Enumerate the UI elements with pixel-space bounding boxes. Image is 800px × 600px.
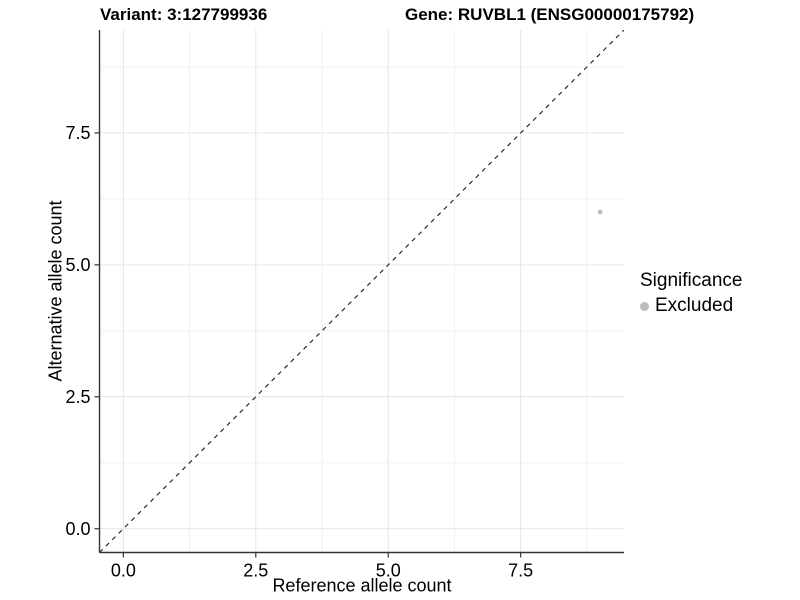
reference-line <box>99 30 624 553</box>
svg-text:2.5: 2.5 <box>65 387 90 407</box>
svg-text:2.5: 2.5 <box>243 561 268 581</box>
legend-item-excluded: Excluded <box>640 295 742 317</box>
x-tick-labels: 0.0 2.5 5.0 7.5 <box>111 561 533 581</box>
plot-title-gene: Gene: RUVBL1 (ENSG00000175792) <box>405 5 695 24</box>
legend-point-icon <box>640 301 649 311</box>
grid-major <box>99 30 624 553</box>
y-tick-labels: 0.0 2.5 5.0 7.5 <box>65 123 90 539</box>
svg-text:5.0: 5.0 <box>376 561 401 581</box>
y-axis-title: Alternative allele count <box>45 200 66 382</box>
svg-text:0.0: 0.0 <box>111 561 136 581</box>
legend-title: Significance <box>640 270 743 291</box>
svg-text:5.0: 5.0 <box>65 255 90 275</box>
svg-text:7.5: 7.5 <box>508 561 533 581</box>
legend-item-label: Excluded <box>655 295 734 316</box>
svg-text:0.0: 0.0 <box>65 519 90 539</box>
svg-text:7.5: 7.5 <box>65 123 90 143</box>
legend: Significance Excluded <box>640 270 742 317</box>
data-point <box>597 209 603 215</box>
x-axis-title: Reference allele count <box>272 575 452 596</box>
data-points <box>597 209 603 215</box>
axis-lines <box>98 30 624 554</box>
tick-marks <box>94 132 522 558</box>
plot-title-variant: Variant: 3:127799936 <box>100 5 268 24</box>
grid-minor <box>99 30 624 553</box>
